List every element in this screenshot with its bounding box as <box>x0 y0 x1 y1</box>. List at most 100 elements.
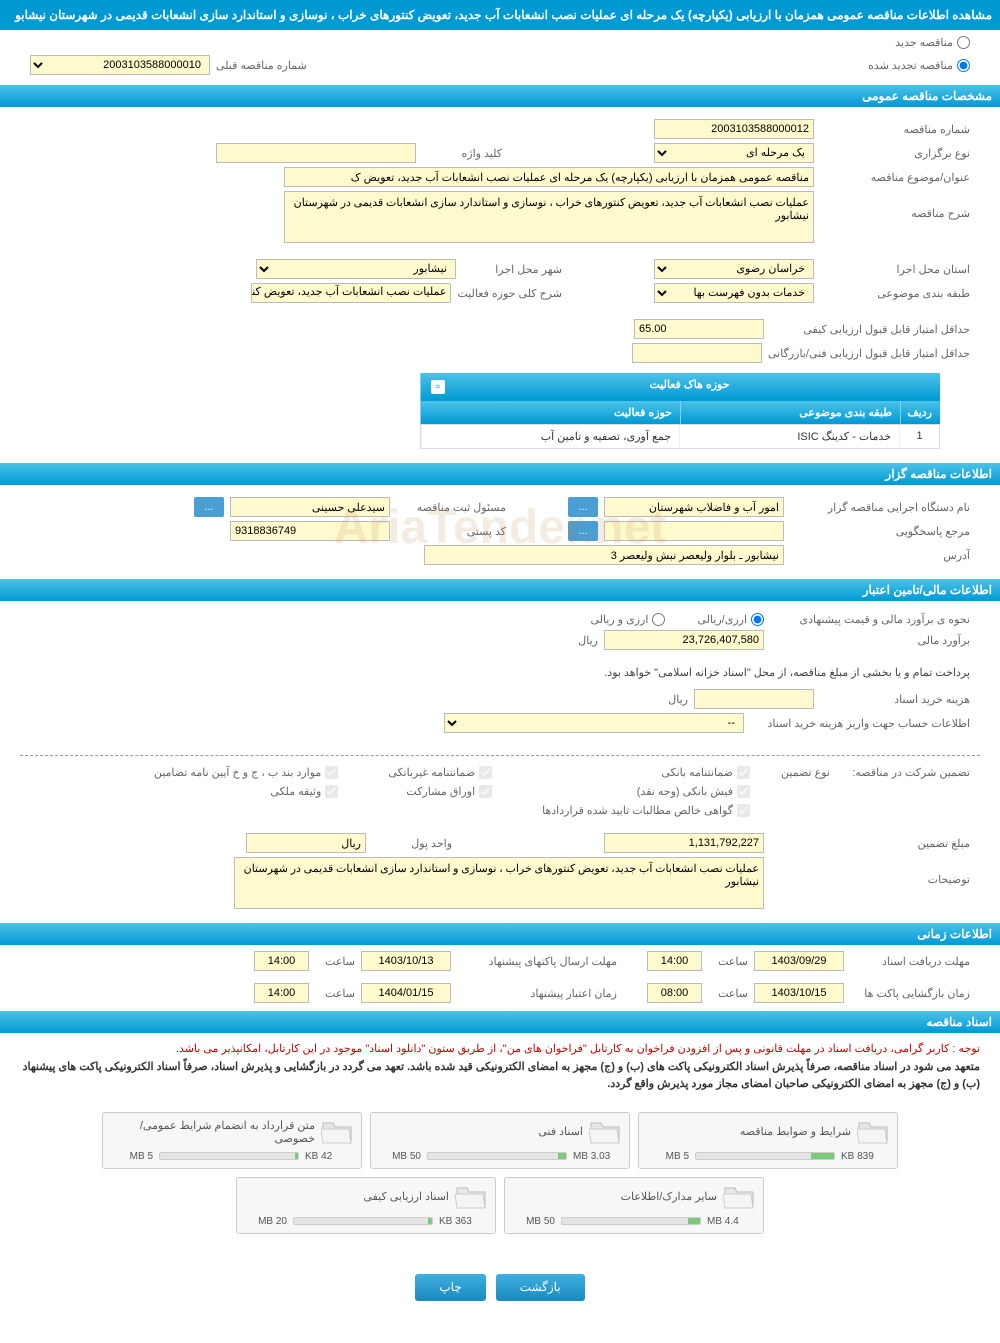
check-bank-guarantee[interactable]: ضمانتنامه بانکی <box>542 766 750 779</box>
response-input[interactable] <box>604 521 784 541</box>
estimate-input[interactable] <box>604 630 764 650</box>
postal-input[interactable] <box>230 521 390 541</box>
doc-cost-unit: ریال <box>658 693 688 706</box>
min-quality-input[interactable] <box>634 319 764 339</box>
doc-cost-label: هزینه خرید اسناد <box>820 693 970 706</box>
activity-desc-select[interactable]: عملیات نصب انشعابات آب جدید، تعویض کنتور… <box>251 283 451 303</box>
print-button[interactable]: چاپ <box>415 1274 485 1301</box>
check-nonbank-guarantee[interactable]: ضمانتنامه غیربانکی <box>388 766 492 779</box>
doc-title: متن قرارداد به انضمام شرایط عمومی/خصوصی <box>111 1119 315 1145</box>
document-card[interactable]: سایر مدارک/اطلاعات 4.4 MB 50 MB <box>504 1177 764 1234</box>
description-label: شرح مناقصه <box>820 191 970 220</box>
doc-title: سایر مدارک/اطلاعات <box>513 1190 717 1203</box>
doc-size-max: 5 MB <box>647 1151 689 1162</box>
radio-new-tender[interactable]: مناقصه جدید <box>895 36 970 49</box>
collapse-icon[interactable]: ▫ <box>431 380 445 394</box>
radio-both[interactable]: ارزی و ریالی <box>590 613 665 626</box>
folder-icon <box>857 1119 889 1145</box>
tender-number-input[interactable] <box>654 119 814 139</box>
section-timing: اطلاعات زمانی <box>0 923 1000 945</box>
agency-lookup-button[interactable]: ... <box>568 497 598 517</box>
reg-officer-input[interactable] <box>230 497 390 517</box>
guarantee-type-label: نوع تضمین <box>760 766 830 779</box>
notes-textarea[interactable]: عملیات نصب انشعابات آب جدید، تعویض کنتور… <box>234 857 764 909</box>
doc-size-current: 4.4 MB <box>707 1216 755 1227</box>
doc-progress <box>159 1152 299 1160</box>
holding-type-select[interactable]: یک مرحله ای <box>654 143 814 163</box>
doc-progress <box>561 1217 701 1225</box>
doc-size-max: 50 MB <box>513 1216 555 1227</box>
document-card[interactable]: اسناد فنی 3.03 MB50 MB <box>370 1112 630 1169</box>
radio-rial-label: ارزی/ریالی <box>697 613 747 626</box>
doc-size-max: 20 MB <box>245 1216 287 1227</box>
classification-select[interactable]: خدمات بدون فهرست بها <box>654 283 814 303</box>
document-card[interactable]: متن قرارداد به انضمام شرایط عمومی/خصوصی … <box>102 1112 362 1169</box>
folder-icon <box>455 1184 487 1210</box>
doc-title: اسناد ارزیابی کیفی <box>245 1190 449 1203</box>
address-input[interactable] <box>424 545 784 565</box>
radio-both-input[interactable] <box>652 613 665 626</box>
opening-date[interactable] <box>754 983 844 1003</box>
notice-line-2: متعهد می شود در اسناد مناقصه، صرفاً پذیر… <box>20 1059 980 1094</box>
doc-title: شرایط و ضوابط مناقصه <box>647 1125 851 1138</box>
radio-renewed-tender[interactable]: مناقصه تجدید شده <box>868 59 970 72</box>
participation-label: تضمین شرکت در مناقصه: <box>840 766 970 779</box>
activity-desc-label: شرح کلی حوزه فعالیت <box>457 287 562 300</box>
holding-type-label: نوع برگزاری <box>820 147 970 160</box>
radio-rial[interactable]: ارزی/ریالی <box>697 613 764 626</box>
proposal-deadline-time[interactable] <box>254 951 309 971</box>
folder-icon <box>723 1184 755 1210</box>
guarantee-amount-input[interactable] <box>604 833 764 853</box>
check-bylaw[interactable]: موارد بند ب ، ج و خ آیین نامه تضامین <box>154 766 338 779</box>
radio-new-input[interactable] <box>957 36 970 49</box>
check-receivables[interactable]: گواهی خالص مطالبات تایید شده قراردادها <box>542 804 750 817</box>
check-property[interactable]: وثیقه ملکی <box>154 785 338 798</box>
radio-renewed-input[interactable] <box>957 59 970 72</box>
response-lookup-button[interactable]: ... <box>568 521 598 541</box>
keyword-label: کلید واژه <box>422 147 502 160</box>
cell-field: جمع آوری، تصفیه و تامین آب <box>421 425 679 448</box>
currency-unit-input[interactable] <box>246 833 366 853</box>
city-select[interactable]: نیشابور <box>256 259 456 279</box>
opening-time[interactable] <box>647 983 702 1003</box>
check-participation[interactable]: اوراق مشارکت <box>388 785 492 798</box>
back-button[interactable]: بازگشت <box>496 1274 585 1301</box>
validity-date[interactable] <box>361 983 451 1003</box>
cell-class: خدمات - کدینگ ISIC <box>679 425 899 448</box>
doc-deadline-label: مهلت دریافت اسناد <box>850 955 970 968</box>
doc-cost-input[interactable] <box>694 689 814 709</box>
document-card[interactable]: شرایط و ضوابط مناقصه 839 KB5 MB <box>638 1112 898 1169</box>
classification-label: طبقه بندی موضوعی <box>820 287 970 300</box>
min-tech-input[interactable] <box>632 343 762 363</box>
guarantee-amount-label: مبلغ تضمین <box>770 837 970 850</box>
postal-label: کد پستی <box>396 525 506 538</box>
cell-num: 1 <box>899 425 939 448</box>
keyword-input[interactable] <box>216 143 416 163</box>
check-cash[interactable]: فیش بانکی (وجه نقد) <box>542 785 750 798</box>
validity-time[interactable] <box>254 983 309 1003</box>
proposal-deadline-date[interactable] <box>361 951 451 971</box>
doc-deadline-time[interactable] <box>647 951 702 971</box>
treasury-note: پرداخت تمام و یا بخشی از مبلغ مناقصه، از… <box>0 662 1000 683</box>
documents-grid: شرایط و ضوابط مناقصه 839 KB5 MBاسناد فنی… <box>0 1102 1000 1244</box>
proposal-deadline-label: مهلت ارسال پاکتهای پیشنهاد <box>457 955 617 968</box>
document-card[interactable]: اسناد ارزیابی کیفی 363 KB 20 MB <box>236 1177 496 1234</box>
officer-lookup-button[interactable]: ... <box>194 497 224 517</box>
description-textarea[interactable]: عملیات نصب انشعابات آب جدید، تعویض کنتور… <box>284 191 814 243</box>
table-row: 1 خدمات - کدینگ ISIC جمع آوری، تصفیه و ت… <box>420 424 940 449</box>
opening-label: زمان بازگشایی پاکت ها <box>850 987 970 1000</box>
prev-number-select[interactable]: 2003103588000010 <box>30 55 210 75</box>
min-tech-label: حداقل امتیاز قابل قبول ارزیابی فنی/بازرگ… <box>768 347 970 360</box>
province-select[interactable]: خراسان رضوی <box>654 259 814 279</box>
doc-size-current: 363 KB <box>439 1216 487 1227</box>
radio-rial-input[interactable] <box>751 613 764 626</box>
subject-input[interactable] <box>284 167 814 187</box>
folder-icon <box>321 1119 353 1145</box>
folder-icon <box>589 1119 621 1145</box>
notice-line-1: توجه : کاربر گرامی، دریافت اسناد در مهلت… <box>20 1041 980 1059</box>
account-info-select[interactable]: -- <box>444 713 744 733</box>
doc-deadline-date[interactable] <box>754 951 844 971</box>
estimate-method-label: نحوه ی برآورد مالی و قیمت پیشنهادی <box>770 613 970 626</box>
agency-input[interactable] <box>604 497 784 517</box>
page-title: مشاهده اطلاعات مناقصه عمومی همزمان با ار… <box>0 0 1000 30</box>
